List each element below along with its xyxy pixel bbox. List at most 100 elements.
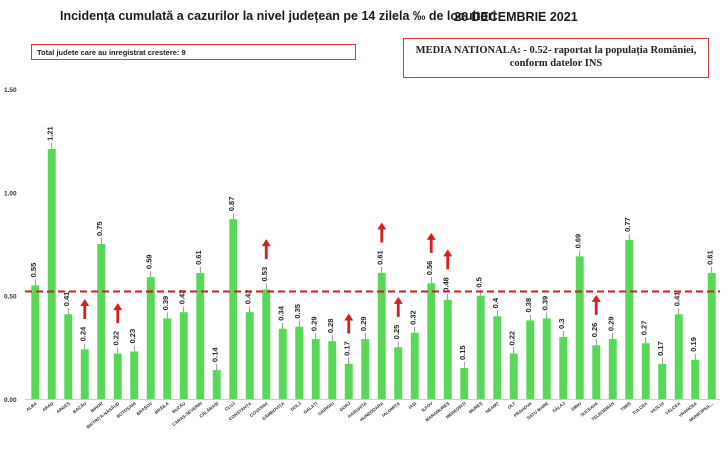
bar: [328, 341, 337, 399]
y-tick-label: 1.00: [4, 190, 17, 197]
national-average-line2: conform datelor INS: [509, 58, 603, 69]
bar: [427, 283, 436, 399]
increase-arrow-icon: [344, 313, 354, 334]
bar: [262, 289, 271, 399]
increase-arrow-icon: [393, 296, 403, 317]
value-label: 0.26: [590, 323, 599, 338]
category-label: ARGEȘ: [55, 401, 70, 415]
category-label: SIBIU: [570, 401, 582, 412]
bar: [542, 318, 551, 399]
bar: [295, 326, 304, 399]
bar: [146, 277, 155, 399]
value-label: 0.29: [359, 316, 368, 331]
bar: [278, 328, 287, 399]
bar: [311, 339, 320, 399]
bar: [625, 239, 634, 399]
value-label: 0.25: [392, 325, 401, 340]
category-label: IAȘI: [408, 401, 418, 410]
value-label: 0.39: [161, 296, 170, 311]
category-label: BRĂILA: [154, 400, 171, 415]
category-label: DOLJ: [290, 401, 303, 412]
category-label: ALBA: [25, 400, 38, 412]
bar: [509, 353, 518, 399]
value-label: 0.28: [326, 319, 335, 334]
value-label: 0.29: [607, 316, 616, 331]
value-label: 0.38: [524, 298, 533, 313]
y-tick-label: 0.50: [4, 294, 17, 301]
category-label: MUREȘ: [468, 401, 484, 415]
value-label: 0.42: [178, 290, 187, 305]
bar: [674, 314, 683, 399]
value-label: 0.69: [574, 234, 583, 249]
category-label: GIURGIU: [317, 401, 335, 417]
bar: [212, 370, 221, 399]
value-label: 0.61: [706, 250, 715, 265]
value-label: 0.32: [409, 310, 418, 325]
bar: [97, 244, 106, 399]
bar: [691, 359, 700, 399]
category-label: GALAȚI: [302, 401, 318, 415]
category-label: OLT: [507, 401, 517, 410]
category-label: ARAD: [41, 401, 54, 413]
bar: [575, 256, 584, 399]
bar: [31, 285, 40, 399]
y-tick-label: 1.50: [4, 87, 17, 94]
national-average-box: MEDIA NATIONALA: - 0.52- raportat la pop…: [403, 38, 709, 78]
category-label: NEAMȚ: [484, 401, 500, 415]
value-label: 0.61: [194, 250, 203, 265]
bar: [196, 272, 205, 399]
category-label: VASLUI: [649, 401, 665, 415]
value-label: 0.23: [128, 329, 137, 344]
chart-title: Incidența cumulată a cazurilor la nivel …: [60, 9, 497, 23]
value-label: 0.24: [79, 326, 88, 341]
bar: [493, 316, 502, 399]
value-label: 0.17: [656, 341, 665, 356]
value-label: 0.22: [508, 331, 517, 346]
bar: [163, 318, 172, 399]
value-label: 0.19: [689, 337, 698, 352]
bar: [47, 148, 56, 399]
category-label: SĂLAJ: [551, 401, 566, 414]
bar: [245, 312, 254, 399]
bar: [559, 337, 568, 399]
y-tick-label: 0.00: [4, 397, 17, 404]
bar: [361, 339, 370, 399]
category-label: BACĂU: [72, 401, 88, 415]
category-label: ILFOV: [421, 401, 434, 413]
value-label: 0.3: [557, 319, 566, 329]
value-label: 0.48: [442, 277, 451, 292]
category-label: TIMIȘ: [620, 401, 632, 412]
increase-arrow-icon: [80, 299, 90, 319]
increase-arrow-icon: [113, 303, 123, 324]
increase-arrow-icon: [261, 239, 271, 260]
chart-date: 26 DECEMBRIE 2021: [454, 10, 578, 24]
value-label: 1.21: [46, 126, 55, 141]
value-label: 0.29: [310, 316, 319, 331]
bar: [526, 320, 535, 399]
increase-arrow-icon: [591, 294, 601, 315]
value-label: 0.55: [29, 263, 38, 278]
value-label: 0.22: [112, 331, 121, 346]
bar: [707, 272, 716, 399]
bar: [130, 351, 139, 399]
national-average-line1: MEDIA NATIONALA: - 0.52- raportat la pop…: [415, 45, 697, 56]
value-label: 0.4: [491, 297, 500, 308]
bar: [460, 368, 469, 399]
increase-arrow-icon: [377, 222, 387, 243]
bar: [113, 353, 122, 399]
value-label: 0.56: [425, 261, 434, 276]
bar: [344, 363, 353, 399]
value-label: 0.15: [458, 345, 467, 360]
value-label: 0.35: [293, 304, 302, 319]
value-label: 0.77: [623, 217, 632, 232]
bar: [658, 363, 667, 399]
value-label: 0.14: [211, 347, 220, 362]
value-label: 0.34: [277, 305, 286, 320]
value-label: 0.75: [95, 221, 104, 236]
bar: [80, 349, 89, 399]
increase-count-box: Total judete care au inregistrat crester…: [31, 44, 356, 60]
value-label: 0.42: [244, 290, 253, 305]
bar: [608, 339, 617, 399]
value-label: 0.41: [62, 292, 71, 307]
